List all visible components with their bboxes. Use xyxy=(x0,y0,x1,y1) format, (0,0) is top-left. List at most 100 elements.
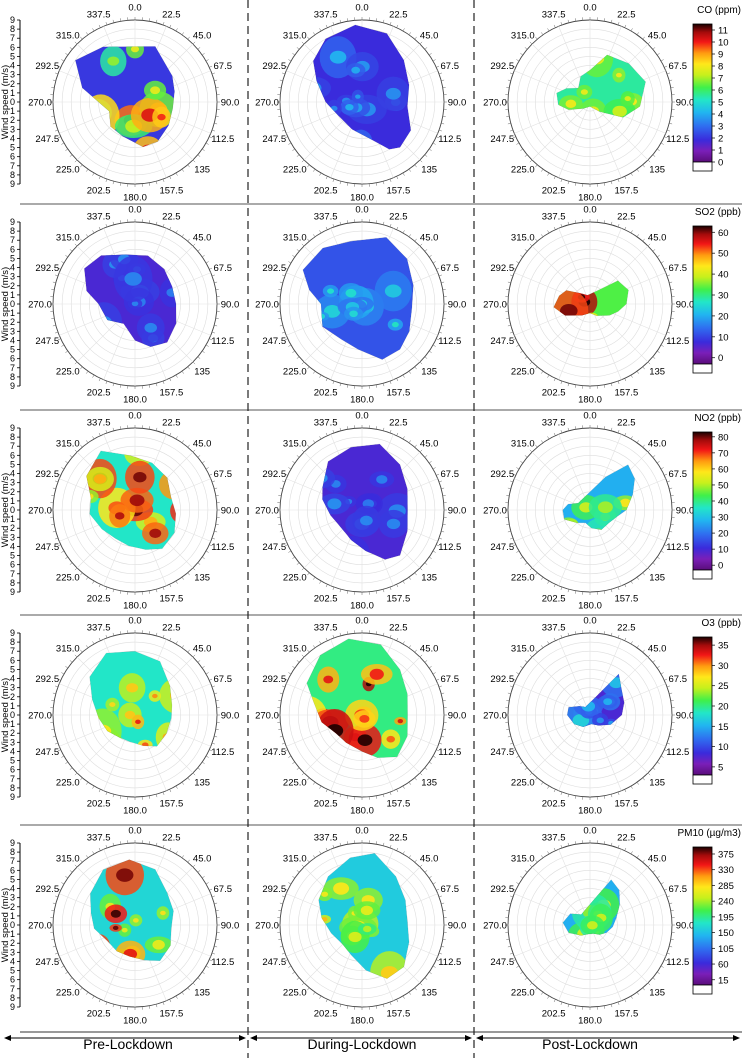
concentration-blob xyxy=(159,677,172,715)
direction-label: 112.5 xyxy=(211,336,234,347)
direction-label: 135 xyxy=(421,367,437,378)
wind-tick-label: 4 xyxy=(10,746,15,756)
direction-spoke xyxy=(558,228,591,305)
concentration-blob xyxy=(90,933,111,959)
direction-label: 90.0 xyxy=(221,506,240,517)
degree-tick xyxy=(278,938,282,941)
colorbar-gradient xyxy=(692,23,713,163)
degree-tick xyxy=(51,938,55,941)
direction-label: 337.5 xyxy=(542,623,566,634)
degree-tick xyxy=(301,864,305,868)
degree-tick xyxy=(529,449,533,453)
degree-tick xyxy=(669,945,673,948)
degree-tick xyxy=(512,65,516,68)
wind-tick-label: 2 xyxy=(10,487,15,497)
degree-tick xyxy=(574,590,577,594)
degree-tick xyxy=(169,637,172,641)
degree-tick xyxy=(187,987,190,991)
degree-tick xyxy=(375,18,378,22)
degree-tick xyxy=(162,635,165,639)
wind-tick-label: 0 xyxy=(10,505,15,515)
degree-tick xyxy=(197,562,201,565)
degree-tick xyxy=(205,965,209,968)
colorbar-below-range xyxy=(692,984,713,995)
degree-tick xyxy=(436,544,440,547)
degree-tick xyxy=(288,142,292,145)
direction-label: 180.0 xyxy=(578,193,602,204)
degree-tick xyxy=(669,324,673,327)
degree-tick xyxy=(553,176,556,180)
colorbar-tick-label: 9 xyxy=(718,50,723,61)
degree-tick xyxy=(202,971,205,974)
degree-tick xyxy=(429,556,432,559)
direction-label: 315.0 xyxy=(56,30,80,41)
degree-tick xyxy=(319,374,322,378)
degree-tick xyxy=(512,267,516,270)
degree-tick xyxy=(169,226,172,230)
degree-tick xyxy=(288,59,292,62)
degree-tick xyxy=(197,154,201,157)
degree-tick xyxy=(652,977,656,980)
degree-tick xyxy=(560,635,563,639)
wind-tick-label: 5 xyxy=(10,756,15,766)
concentration-core xyxy=(144,322,158,333)
degree-tick xyxy=(535,36,538,40)
concentration-core xyxy=(132,918,139,923)
degree-tick xyxy=(313,577,316,580)
degree-tick xyxy=(169,24,172,28)
direction-label: 90.0 xyxy=(448,711,467,722)
degree-tick xyxy=(547,641,550,645)
degree-tick xyxy=(155,794,158,798)
degree-tick xyxy=(214,530,218,533)
concentration-core xyxy=(351,66,361,74)
direction-label: 112.5 xyxy=(211,134,234,145)
direction-label: 112.5 xyxy=(666,542,689,553)
degree-tick xyxy=(288,550,292,553)
degree-tick xyxy=(535,164,538,168)
degree-tick xyxy=(282,480,286,483)
degree-tick xyxy=(148,182,151,186)
degree-tick xyxy=(382,632,385,636)
direction-label: 225.0 xyxy=(56,367,80,378)
degree-tick xyxy=(642,164,645,168)
polar-plot-o3-pre: 0.0 22.5 45.0 67.5 90.0 112.5 135 157.5 180.0 202… xyxy=(28,616,239,817)
wind-tick-label: 4 xyxy=(10,956,15,966)
degree-tick xyxy=(162,224,165,228)
degree-tick xyxy=(119,384,122,388)
period-label-post: Post-Lockdown xyxy=(542,1036,638,1052)
degree-tick xyxy=(162,1001,165,1005)
concentration-core xyxy=(529,520,543,531)
degree-tick xyxy=(288,672,292,675)
wind-axis-title: Wind speed (m/s) xyxy=(0,267,11,341)
degree-tick xyxy=(402,436,405,440)
direction-label: 157.5 xyxy=(386,1008,410,1019)
degree-tick xyxy=(520,666,523,669)
direction-label: 112.5 xyxy=(438,336,461,347)
degree-tick xyxy=(510,742,514,745)
degree-tick xyxy=(669,530,673,533)
degree-tick xyxy=(205,59,209,62)
degree-tick xyxy=(389,430,392,434)
degree-tick xyxy=(402,851,405,855)
direction-label: 0.0 xyxy=(355,616,368,627)
degree-tick xyxy=(65,971,68,974)
degree-tick xyxy=(436,473,440,476)
degree-tick xyxy=(429,53,432,56)
degree-tick xyxy=(279,122,283,125)
degree-tick xyxy=(325,378,328,382)
degree-tick xyxy=(319,580,322,584)
degree-tick xyxy=(162,430,165,434)
degree-tick xyxy=(175,28,178,32)
degree-tick xyxy=(74,864,78,868)
direction-label: 0.0 xyxy=(128,411,141,422)
degree-tick xyxy=(541,371,544,374)
degree-tick xyxy=(80,366,83,370)
degree-tick xyxy=(408,440,411,443)
degree-tick xyxy=(55,480,59,483)
direction-label: 22.5 xyxy=(617,833,636,844)
degree-tick xyxy=(301,982,305,986)
concentration-outline xyxy=(322,443,408,560)
degree-tick xyxy=(187,572,190,576)
